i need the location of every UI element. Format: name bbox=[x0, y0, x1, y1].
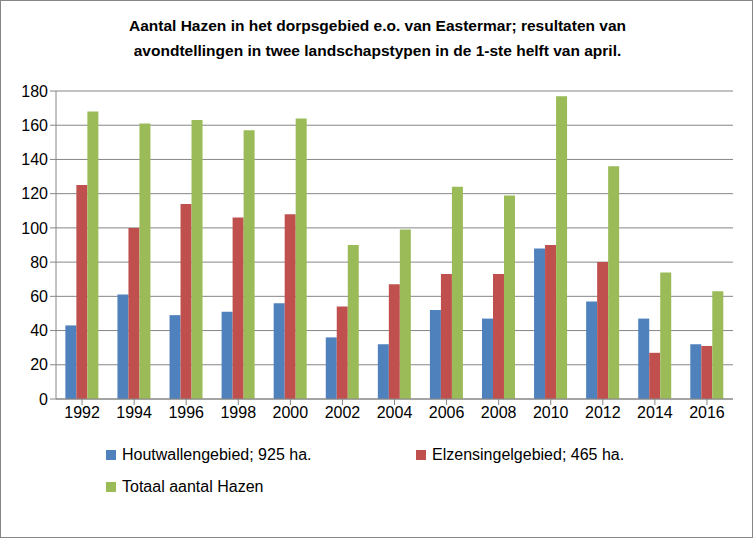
svg-text:2008: 2008 bbox=[481, 404, 517, 421]
svg-text:1998: 1998 bbox=[220, 404, 256, 421]
svg-text:160: 160 bbox=[21, 117, 48, 134]
svg-text:1994: 1994 bbox=[116, 404, 152, 421]
svg-text:140: 140 bbox=[21, 151, 48, 168]
svg-text:2010: 2010 bbox=[533, 404, 569, 421]
svg-text:180: 180 bbox=[21, 83, 48, 100]
svg-text:40: 40 bbox=[30, 322, 48, 339]
svg-text:2004: 2004 bbox=[377, 404, 413, 421]
svg-text:0: 0 bbox=[39, 391, 48, 408]
svg-text:120: 120 bbox=[21, 185, 48, 202]
html-text:avondtellingen in twee landsch: avondtellingen in twee landschapstypen i… bbox=[133, 42, 622, 59]
svg-text:2006: 2006 bbox=[429, 404, 465, 421]
html-text:Houtwallengebied; 925 ha.: Houtwallengebied; 925 ha. bbox=[122, 446, 312, 463]
svg-text:2000: 2000 bbox=[273, 404, 309, 421]
svg-text:2012: 2012 bbox=[585, 404, 621, 421]
svg-text:1996: 1996 bbox=[168, 404, 204, 421]
svg-text:80: 80 bbox=[30, 254, 48, 271]
svg-text:2002: 2002 bbox=[325, 404, 361, 421]
svg-text:2016: 2016 bbox=[689, 404, 725, 421]
html-text:Elzensingelgebied; 465 ha.: Elzensingelgebied; 465 ha. bbox=[432, 446, 625, 463]
svg-text:20: 20 bbox=[30, 356, 48, 373]
html-text:Aantal Hazen in het dorpsgebie: Aantal Hazen in het dorpsgebied e.o. van… bbox=[129, 17, 626, 34]
svg-text:1992: 1992 bbox=[64, 404, 100, 421]
svg-text:100: 100 bbox=[21, 220, 48, 237]
html-text:Totaal aantal Hazen: Totaal aantal Hazen bbox=[122, 478, 264, 495]
svg-text:60: 60 bbox=[30, 288, 48, 305]
svg-text:2014: 2014 bbox=[637, 404, 673, 421]
